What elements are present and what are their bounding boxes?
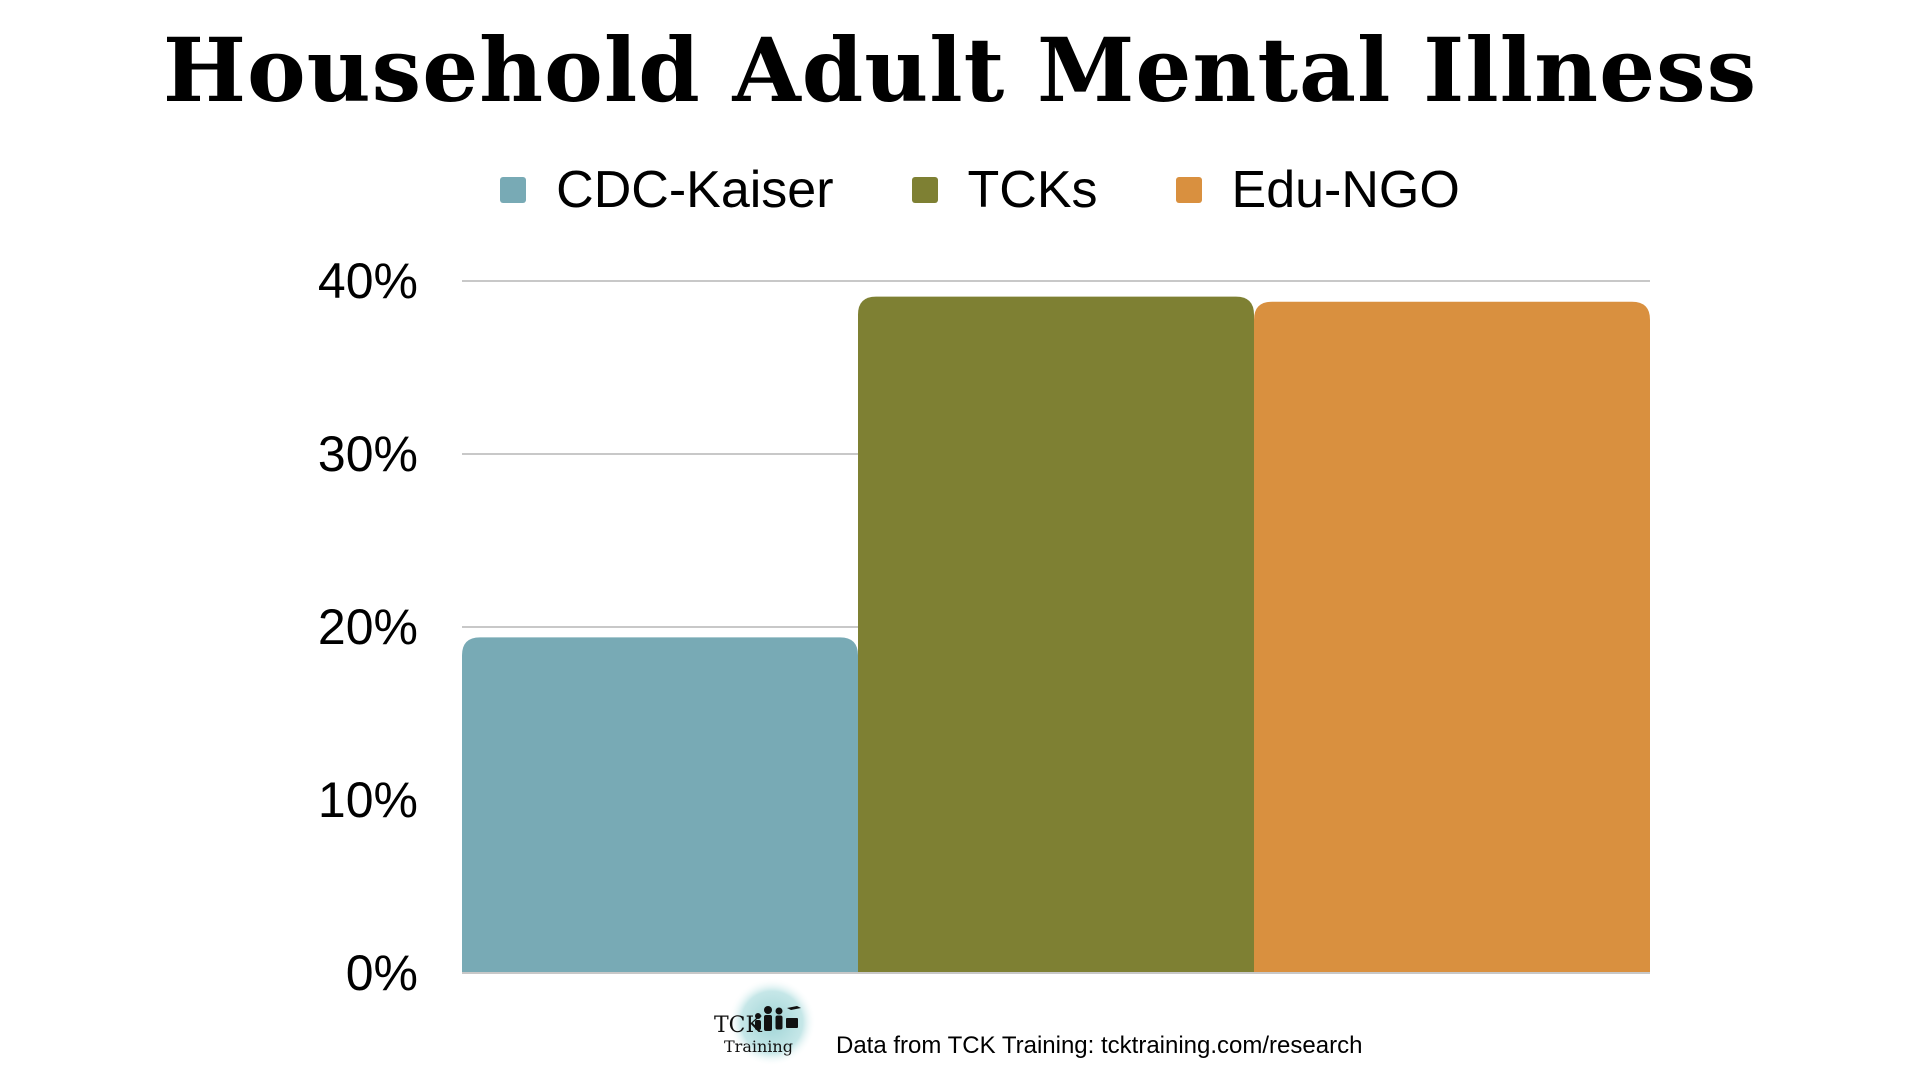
legend-swatch-edu-ngo	[1175, 177, 1202, 203]
legend-item-cdc-kaiser: CDC-Kaiser	[500, 160, 834, 220]
y-tick-label: 40%	[318, 253, 418, 309]
y-tick-label: 20%	[318, 599, 418, 655]
bar-cdc-kaiser	[462, 637, 858, 973]
bar-edu-ngo	[1254, 301, 1650, 973]
data-source-note: Data from TCK Training: tcktraining.com/…	[836, 1032, 1363, 1059]
legend-label-cdc-kaiser: CDC-Kaiser	[556, 161, 834, 219]
legend-swatch-cdc-kaiser	[500, 177, 527, 203]
legend-item-tcks: TCKs	[911, 160, 1098, 220]
logo-text-tck: TCK	[714, 1013, 763, 1038]
logo-text-training: Training	[724, 1037, 793, 1056]
legend-swatch-tcks	[911, 177, 938, 203]
tck-training-logo: TCK Training	[710, 978, 830, 1068]
chart-footer: TCK Training Data from TCK Training: tckt…	[710, 978, 1362, 1068]
bar-tcks	[858, 296, 1254, 973]
chart-legend: CDC-Kaiser TCKs Edu-NGO	[0, 160, 1920, 220]
legend-item-edu-ngo: Edu-NGO	[1175, 160, 1460, 220]
y-tick-label: 0%	[346, 945, 418, 1001]
legend-label-tcks: TCKs	[967, 161, 1098, 219]
chart-title: Household Adult Mental Illness	[162, 18, 1758, 122]
y-tick-label: 30%	[318, 426, 418, 482]
y-tick-label: 10%	[318, 772, 418, 828]
legend-label-edu-ngo: Edu-NGO	[1231, 161, 1460, 219]
